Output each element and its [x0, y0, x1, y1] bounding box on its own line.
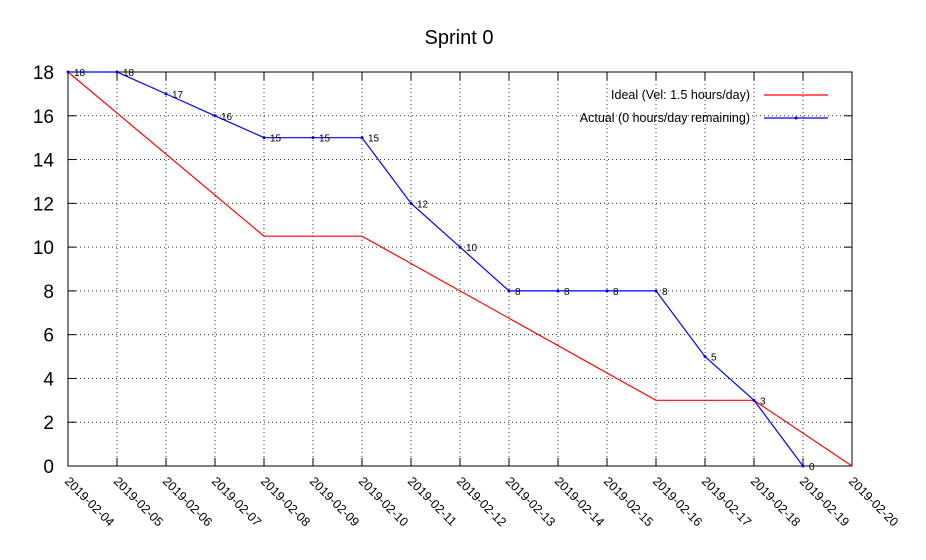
data-label: 8 — [515, 287, 521, 298]
y-tick-label: 18 — [33, 63, 54, 84]
y-tick-label: 0 — [43, 457, 54, 478]
y-tick-label: 6 — [43, 326, 54, 347]
data-point — [654, 289, 658, 293]
data-label: 3 — [760, 396, 766, 407]
x-tick-label: 2019-02-20 — [846, 474, 901, 529]
series-group: 18 18 17 16 15 15 15 12 10 8 8 8 8 5 3 0 — [66, 68, 853, 473]
x-tick-label: 2019-02-08 — [258, 474, 313, 529]
data-label: 0 — [809, 462, 815, 473]
y-tick-label: 2 — [43, 413, 54, 434]
y-axis: 0 2 4 6 8 10 12 14 16 18 — [33, 63, 852, 478]
data-label: 15 — [270, 134, 282, 145]
legend-label: Ideal (Vel: 1.5 hours/day) — [611, 88, 750, 102]
series-line-2 — [68, 71, 804, 467]
y-tick-label: 12 — [33, 194, 54, 215]
y-tick-label: 16 — [33, 107, 54, 128]
x-tick-label: 2019-02-13 — [503, 474, 558, 529]
data-point — [213, 114, 217, 118]
x-tick-label: 2019-02-14 — [552, 474, 607, 529]
data-point — [458, 245, 462, 249]
x-tick-label: 2019-02-04 — [62, 474, 117, 529]
x-tick-label: 2019-02-17 — [699, 474, 754, 529]
x-tick-label: 2019-02-05 — [111, 474, 166, 529]
data-label: 10 — [466, 243, 478, 254]
data-label: 17 — [172, 90, 184, 101]
x-tick-label: 2019-02-06 — [160, 474, 215, 529]
x-axis: 2019-02-042019-02-052019-02-062019-02-07… — [62, 72, 901, 529]
data-label: 18 — [74, 68, 86, 79]
x-tick-label: 2019-02-18 — [748, 474, 803, 529]
data-point — [66, 70, 70, 74]
x-tick-label: 2019-02-11 — [405, 474, 459, 528]
data-point — [556, 289, 560, 293]
data-label: 8 — [613, 287, 619, 298]
legend-point — [794, 116, 798, 120]
grid — [68, 72, 852, 466]
data-label: 15 — [368, 134, 380, 145]
data-point — [360, 136, 364, 140]
data-point — [164, 92, 168, 96]
data-point — [115, 70, 119, 74]
data-label: 15 — [319, 134, 331, 145]
x-tick-label: 2019-02-12 — [454, 474, 509, 529]
x-tick-label: 2019-02-07 — [209, 474, 264, 529]
data-point — [605, 289, 609, 293]
data-point — [409, 201, 413, 205]
y-tick-label: 4 — [43, 369, 54, 390]
series-line-1 — [67, 71, 853, 467]
data-label: 8 — [564, 287, 570, 298]
data-label: 18 — [123, 68, 135, 79]
y-tick-label: 14 — [33, 151, 55, 172]
x-tick-label: 2019-02-16 — [650, 474, 705, 529]
data-label: 5 — [711, 353, 717, 364]
data-point — [507, 289, 511, 293]
x-tick-label: 2019-02-15 — [601, 474, 656, 529]
data-point — [262, 136, 266, 140]
x-tick-label: 2019-02-09 — [307, 474, 362, 529]
legend-label: Actual (0 hours/day remaining) — [580, 111, 750, 125]
chart-title: Sprint 0 — [425, 27, 494, 49]
data-point — [752, 398, 756, 402]
x-tick-label: 2019-02-19 — [797, 474, 852, 529]
data-label: 16 — [221, 112, 233, 123]
x-tick-label: 2019-02-10 — [356, 474, 411, 529]
y-tick-label: 8 — [43, 282, 54, 303]
data-point — [311, 136, 315, 140]
legend: Ideal (Vel: 1.5 hours/day) Actual (0 hour… — [580, 88, 828, 125]
data-label: 12 — [417, 199, 429, 210]
data-point — [703, 355, 707, 359]
data-point — [801, 464, 805, 468]
y-tick-label: 10 — [33, 238, 54, 259]
data-label: 8 — [662, 287, 668, 298]
